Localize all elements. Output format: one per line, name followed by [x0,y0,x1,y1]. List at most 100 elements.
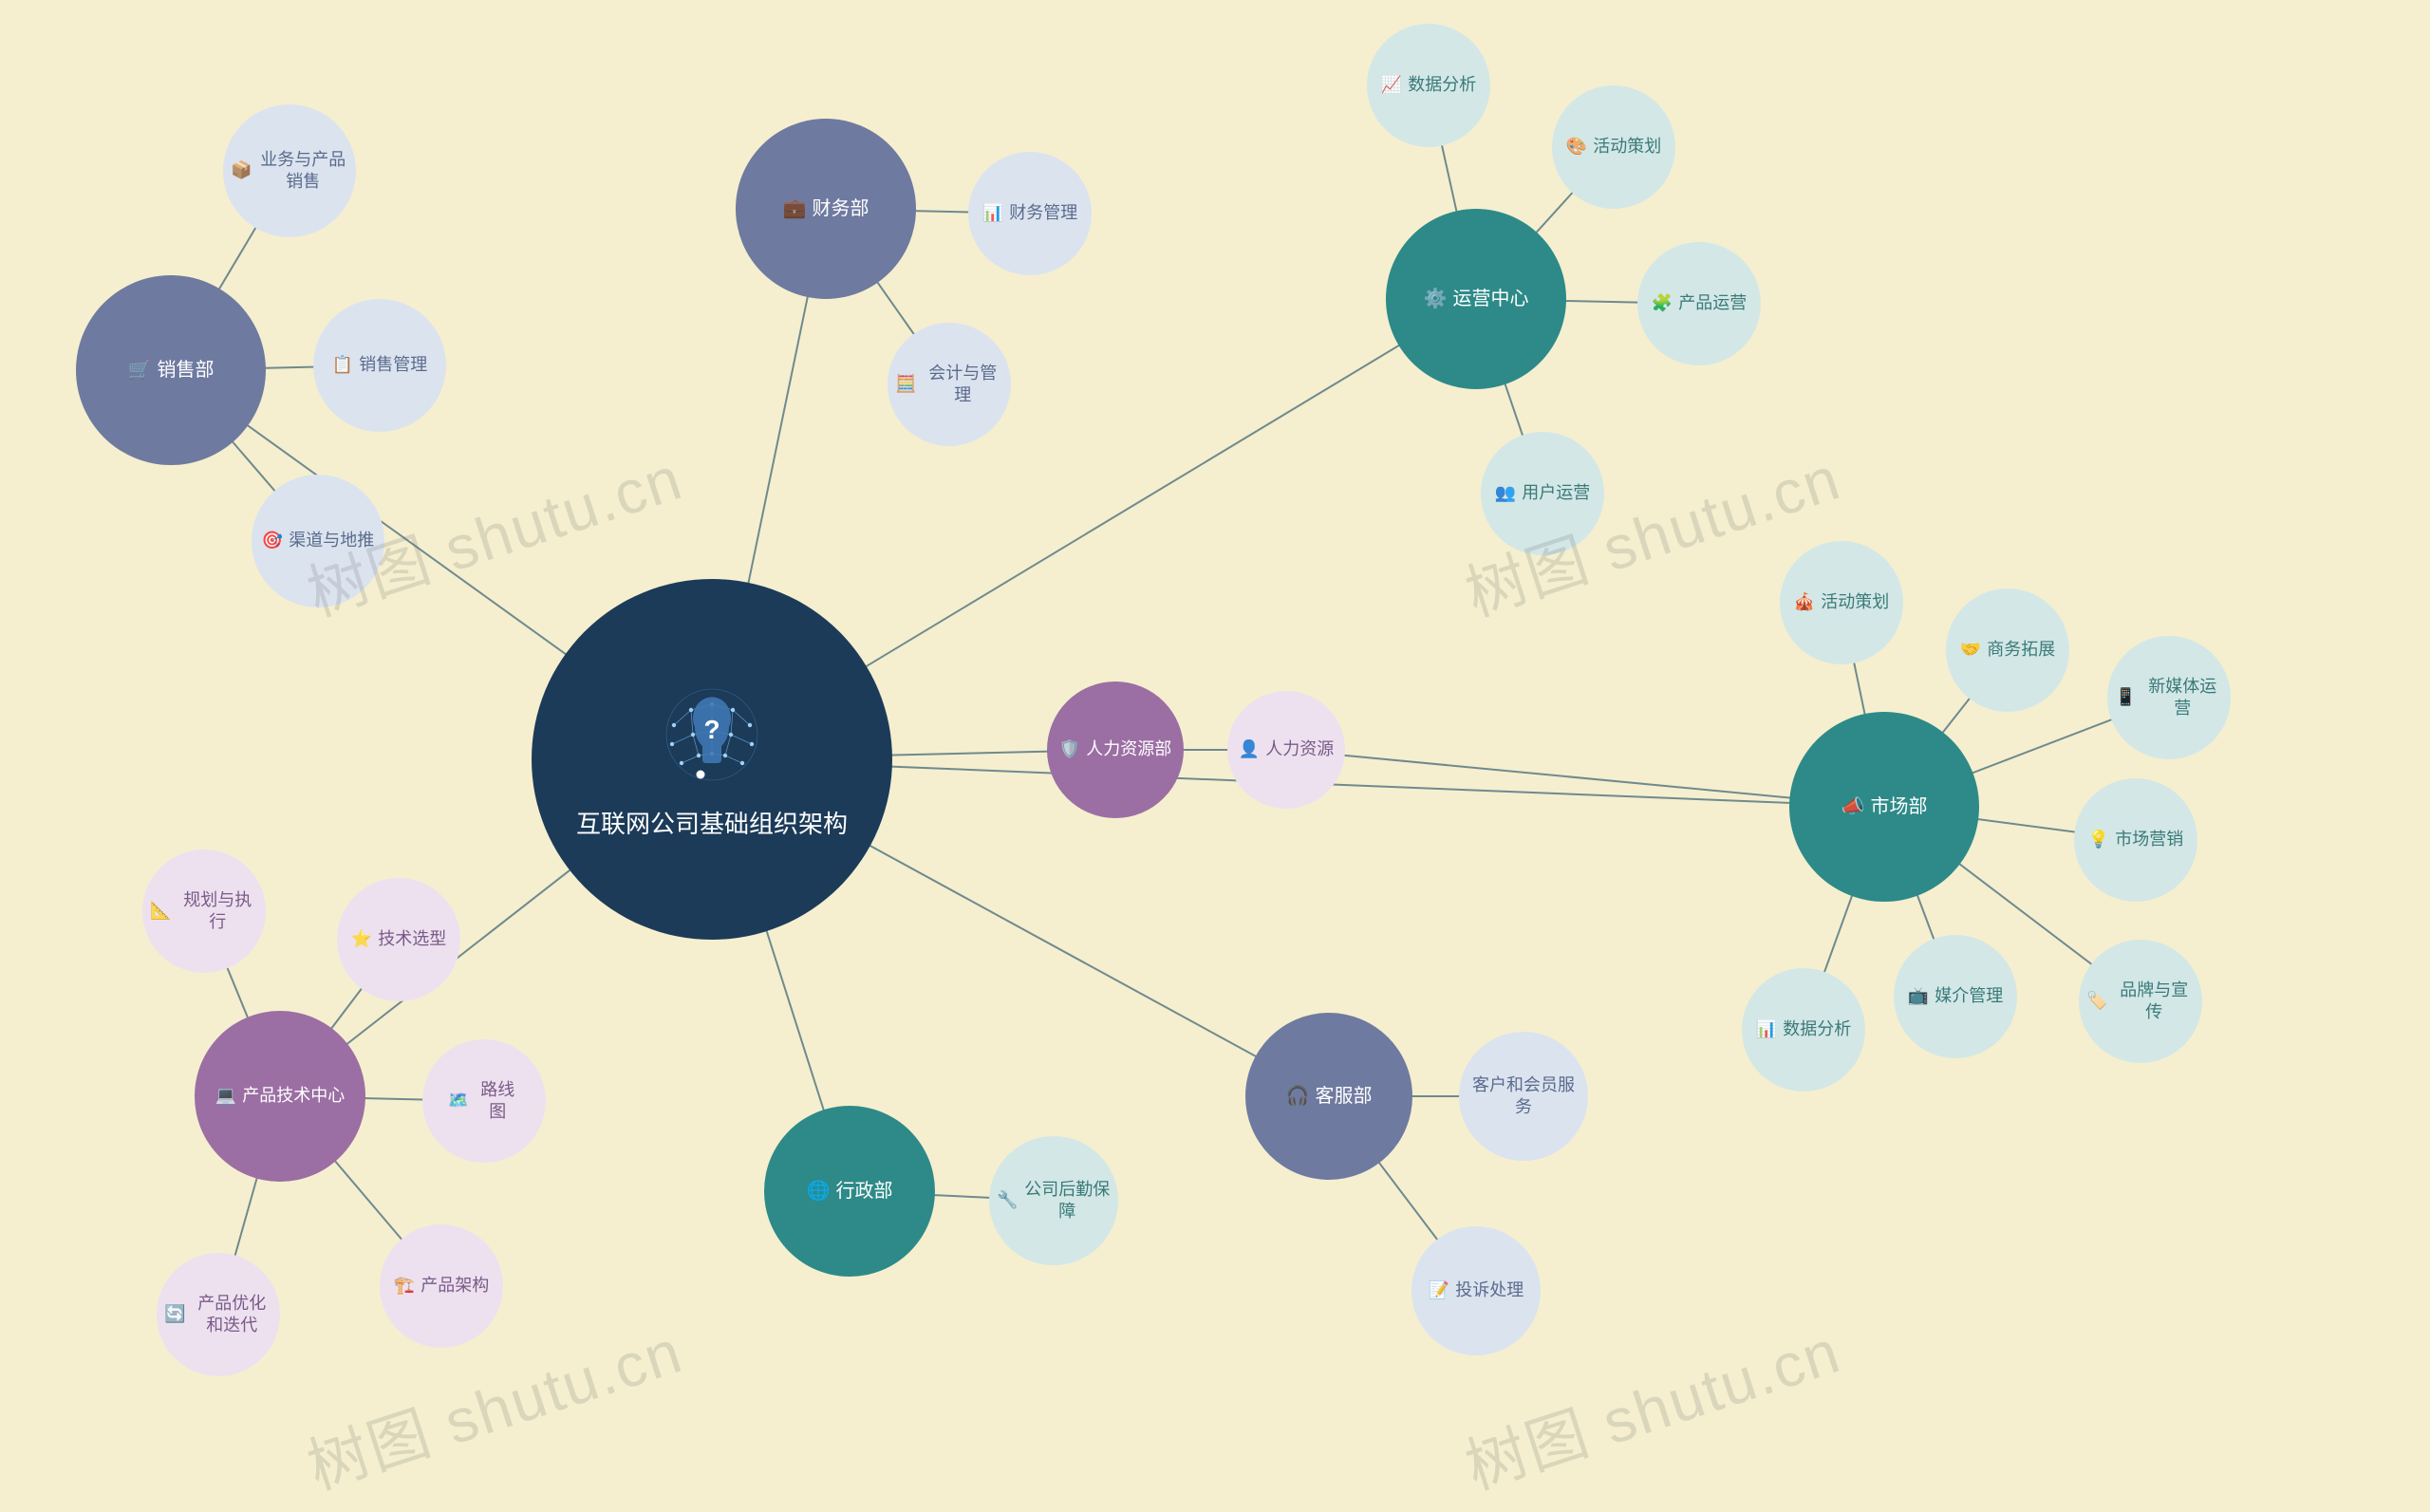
node-hr[interactable]: 🛡️ 人力资源部 [1047,681,1184,818]
node-sal2[interactable]: 📋 销售管理 [313,299,446,432]
ad1-icon: 🔧 [997,1189,1018,1211]
tc2-label: 技术选型 [378,928,446,950]
ops2-icon: 🎨 [1566,136,1587,158]
mk3-icon: 📱 [2115,686,2136,708]
node-ops3[interactable]: 🧩产品运营 [1637,242,1761,365]
hr-label: 人力资源部 [1086,738,1171,760]
mk7-label: 数据分析 [1783,1018,1851,1040]
node-market[interactable]: 📣市场部 [1789,712,1979,902]
tc3-label: 路线图 [475,1079,520,1124]
node-tc2[interactable]: ⭐ 技术选型 [337,878,460,1001]
node-fin1[interactable]: 📊 财务管理 [968,152,1092,275]
node-tc3[interactable]: 🗺️ 路线图 [422,1039,546,1163]
node-root[interactable]: ? 互联网公司基础组织架构 [532,579,892,940]
mk2-icon: 🤝 [1960,639,1981,661]
node-ops1[interactable]: 📈 数据分析 [1367,24,1490,147]
hr-icon: 🛡️ [1059,738,1080,760]
finance-label: 财务部 [812,196,869,221]
fin2-label: 会计与管理 [922,363,1003,407]
node-service[interactable]: 🎧客服部 [1245,1013,1412,1180]
mk1-label: 活动策划 [1821,591,1889,613]
hr1-label: 人力资源 [1265,738,1334,760]
tech-label: 产品技术中心 [242,1085,345,1107]
sal3-icon: 🎯 [262,530,283,551]
node-sv2[interactable]: 📝 投诉处理 [1411,1226,1541,1355]
tc3-icon: 🗺️ [448,1090,469,1111]
ops2-label: 活动策划 [1593,136,1661,158]
tc4-icon: 🏗️ [394,1275,415,1297]
sv2-icon: 📝 [1429,1279,1449,1301]
node-mk7[interactable]: 📊 数据分析 [1742,968,1865,1092]
node-ad1[interactable]: 🔧公司后勤保障 [989,1136,1118,1265]
tc1-icon: 📐 [150,900,171,922]
node-mk5[interactable]: 🏷️ 品牌与宣传 [2079,940,2202,1063]
market-icon: 📣 [1841,794,1865,819]
node-mk2[interactable]: 🤝 商务拓展 [1946,588,2069,712]
tc1-label: 规划与执行 [177,889,258,934]
ad1-label: 公司后勤保障 [1023,1179,1111,1223]
mk2-label: 商务拓展 [1987,639,2055,661]
service-label: 客服部 [1315,1084,1372,1109]
admin-icon: 🌐 [807,1179,831,1204]
node-tc4[interactable]: 🏗️ 产品架构 [380,1224,503,1348]
brain-icon: ? [655,678,769,792]
sal3-label: 渠道与地推 [289,530,374,551]
sal2-icon: 📋 [332,354,353,376]
svg-text:?: ? [703,715,720,744]
diagram-canvas: ? 互联网公司基础组织架构 💼财务部 📊 财务管理 🧮会计与管理 🛒销售部 📦业务与产品销售… [0,0,2430,1512]
market-label: 市场部 [1870,794,1927,819]
tc2-icon: ⭐ [351,928,372,950]
mk5-label: 品牌与宣传 [2113,980,2195,1024]
mk3-label: 新媒体运营 [2141,676,2223,720]
node-sales[interactable]: 🛒销售部 [76,275,266,465]
node-ops2[interactable]: 🎨 活动策划 [1552,85,1675,209]
ops-label: 运营中心 [1452,287,1528,311]
tc5-icon: 🔄 [164,1303,185,1325]
mk6-icon: 📺 [1908,985,1929,1007]
node-finance[interactable]: 💼财务部 [736,119,916,299]
node-sal1[interactable]: 📦业务与产品销售 [223,104,356,237]
node-ops[interactable]: ⚙️运营中心 [1386,209,1566,389]
edges-layer [0,0,2430,1512]
ops1-label: 数据分析 [1408,74,1476,96]
node-tech[interactable]: 💻 产品技术中心 [195,1011,365,1182]
node-admin[interactable]: 🌐行政部 [764,1106,935,1277]
sales-label: 销售部 [157,358,214,383]
mk5-icon: 🏷️ [2086,990,2107,1012]
ops1-icon: 📈 [1381,74,1402,96]
fin1-icon: 📊 [982,202,1003,224]
root-label: 互联网公司基础组织架构 [576,809,848,841]
mk7-icon: 📊 [1756,1018,1777,1040]
tech-icon: 💻 [215,1085,236,1107]
sal2-label: 销售管理 [359,354,427,376]
mk6-label: 媒介管理 [1935,985,2003,1007]
sv1-label: 客户和会员服务 [1467,1074,1580,1119]
node-mk1[interactable]: 🎪 活动策划 [1780,541,1903,664]
tc5-label: 产品优化和迭代 [191,1293,272,1337]
fin1-label: 财务管理 [1009,202,1077,224]
sal1-icon: 📦 [231,159,252,181]
sal1-label: 业务与产品销售 [257,149,348,194]
service-icon: 🎧 [1286,1084,1310,1109]
finance-icon: 💼 [783,196,807,221]
node-mk6[interactable]: 📺 媒介管理 [1894,935,2017,1058]
ops4-label: 用户运营 [1522,482,1590,504]
node-sv1[interactable]: 客户和会员服务 [1459,1032,1588,1161]
node-sal3[interactable]: 🎯 渠道与地推 [252,475,384,607]
node-fin2[interactable]: 🧮会计与管理 [888,323,1011,446]
tc4-label: 产品架构 [421,1275,489,1297]
node-hr1[interactable]: 👤人力资源 [1227,691,1345,809]
hr1-icon: 👤 [1239,738,1260,760]
ops3-label: 产品运营 [1678,292,1747,314]
ops4-icon: 👥 [1495,482,1516,504]
node-mk3[interactable]: 📱新媒体运营 [2107,636,2231,759]
node-mk4[interactable]: 💡市场营销 [2074,778,2197,902]
node-ops4[interactable]: 👥 用户运营 [1481,432,1604,555]
ops3-icon: 🧩 [1652,292,1673,314]
ops-icon: ⚙️ [1424,287,1448,311]
mk1-icon: 🎪 [1794,591,1815,613]
admin-label: 行政部 [835,1179,892,1204]
node-tc5[interactable]: 🔄 产品优化和迭代 [157,1253,280,1376]
sv2-label: 投诉处理 [1455,1279,1523,1301]
node-tc1[interactable]: 📐 规划与执行 [142,849,266,973]
